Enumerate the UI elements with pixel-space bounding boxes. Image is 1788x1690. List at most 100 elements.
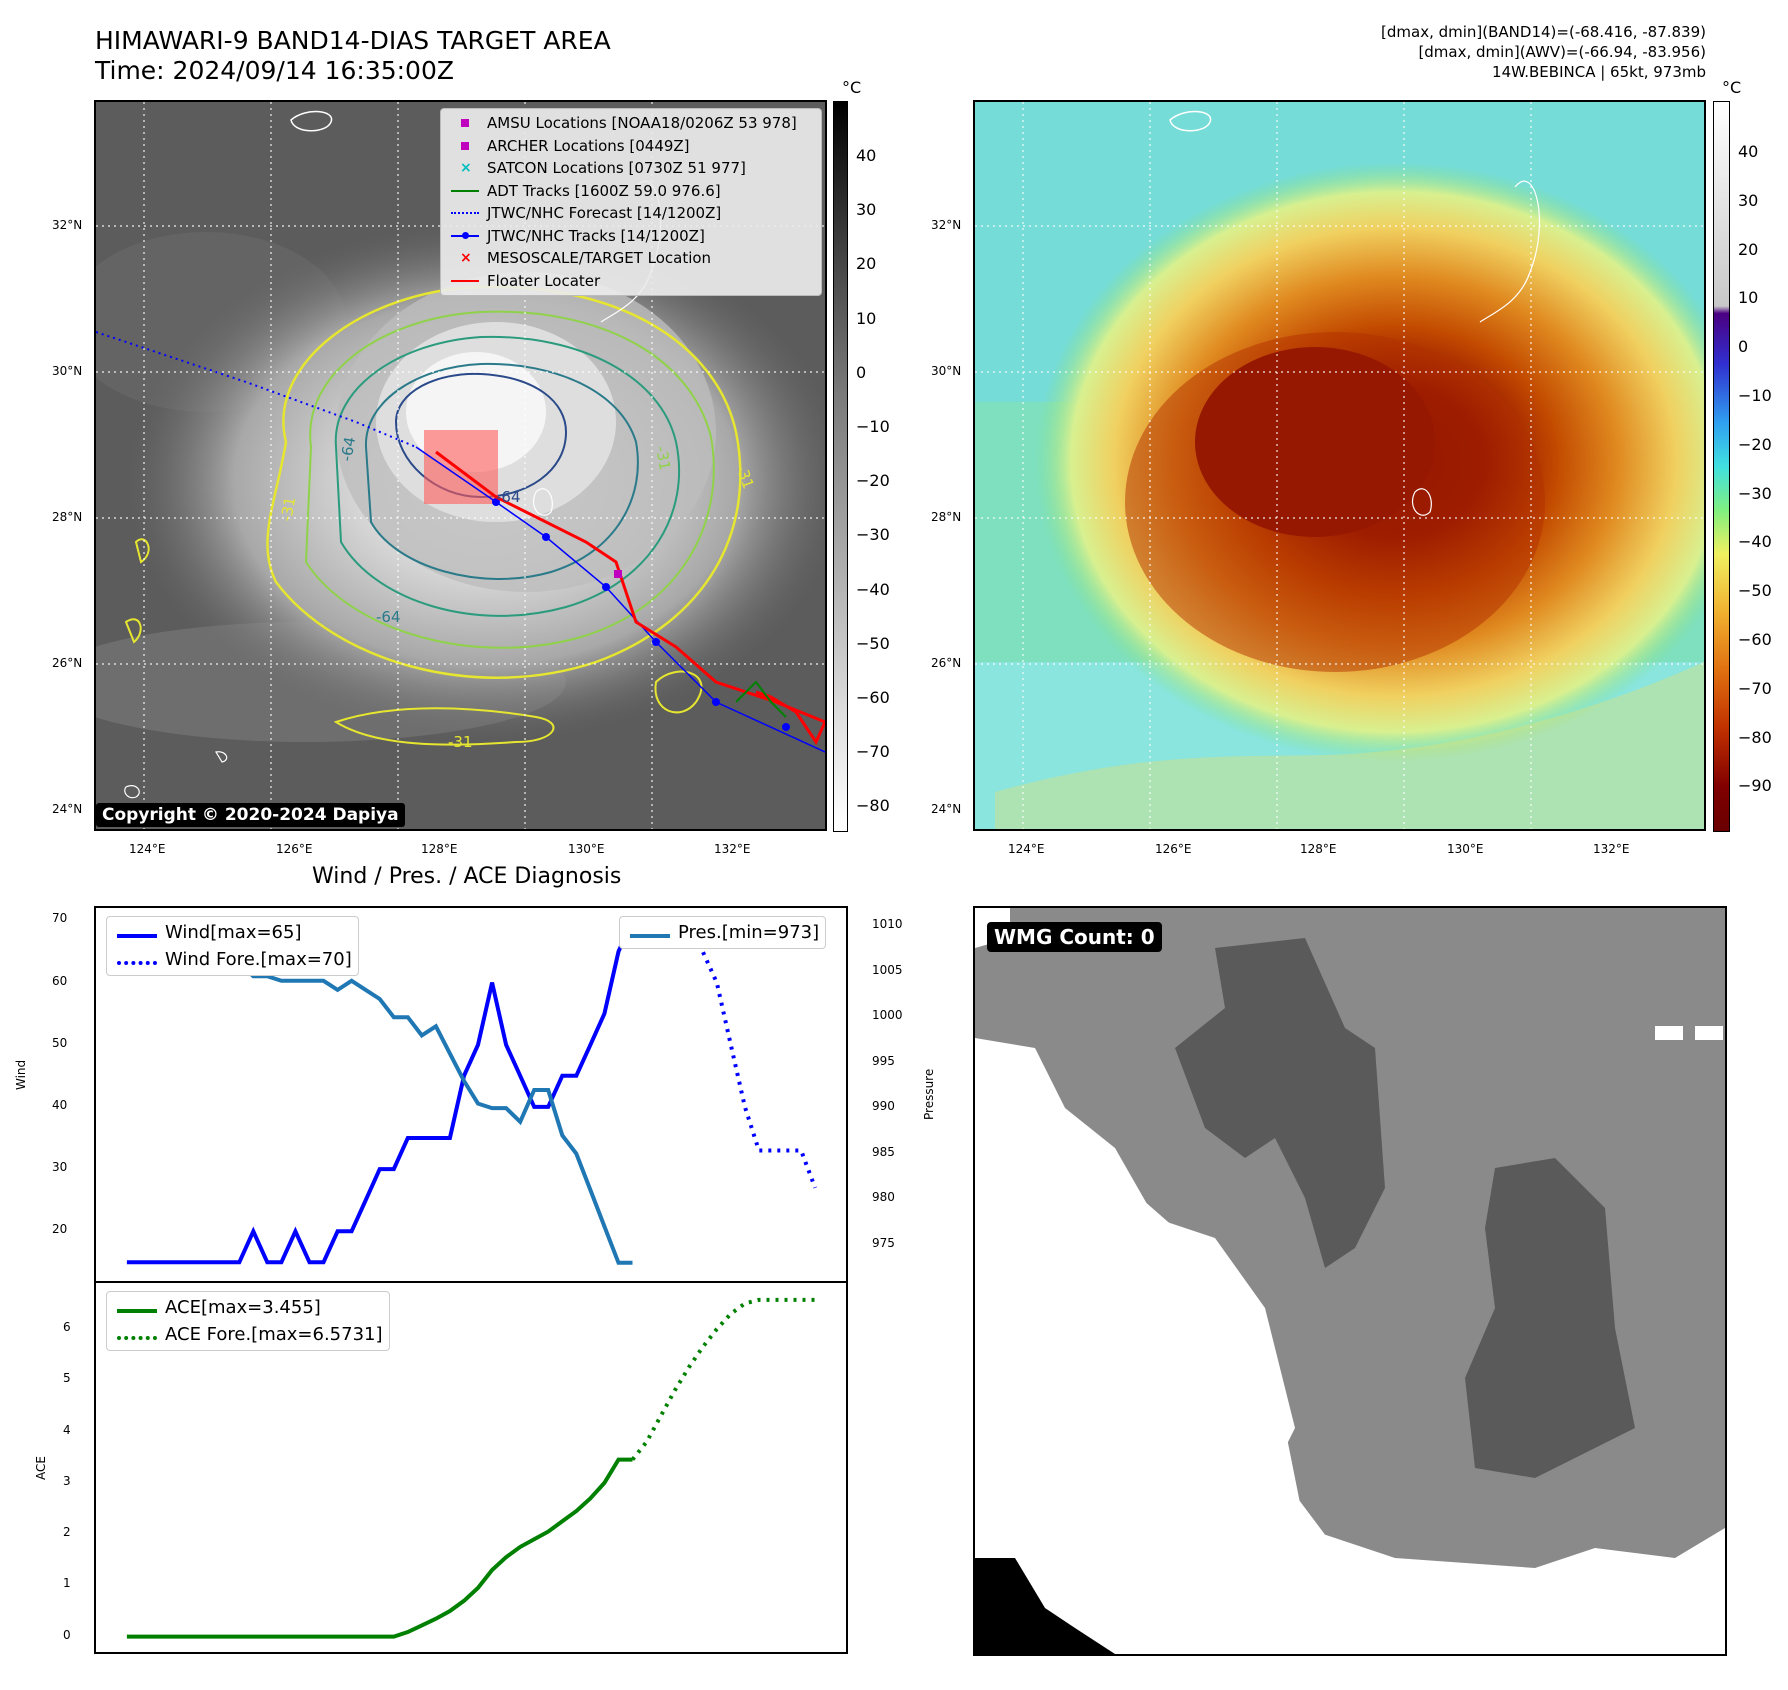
wind-tick-label: 70 <box>52 911 68 926</box>
line-icon <box>630 933 670 938</box>
colorbar-tick-label: −40 <box>1738 532 1772 552</box>
pressure-axis-label: Pressure <box>922 1068 936 1120</box>
legend-item: Wind[max=65] <box>113 919 352 946</box>
wind-pres-panel: Wind[max=65] Wind Fore.[max=70] Pres.[mi… <box>94 906 848 1283</box>
wind-axis-label: Wind <box>14 1059 28 1090</box>
colorbar-tick-label: −70 <box>1738 678 1772 698</box>
ace-panel: ACE[max=3.455] ACE Fore.[max=6.5731] <box>94 1281 848 1654</box>
amsu-marker <box>614 570 622 578</box>
series-line-2 <box>125 924 633 1265</box>
line-icon <box>451 189 479 192</box>
colorbar-tick-label: −30 <box>856 525 890 545</box>
wind-tick-label: 40 <box>52 1097 68 1112</box>
ace-tick-label: 4 <box>63 1422 71 1437</box>
ir-map-panel: -64 -31 -31 -64 -31 -31 -64 Copyright © … <box>94 100 827 831</box>
lon-tick: 126°E <box>1155 842 1192 856</box>
colorbar-unit: °C <box>842 78 862 97</box>
series-line-1 <box>660 918 817 1189</box>
contour-label: -31 <box>277 495 299 522</box>
ace-tick-label: 5 <box>63 1371 71 1386</box>
ace-tick-label: 0 <box>63 1627 71 1642</box>
contour-label: -64 <box>496 488 521 506</box>
ace-tick-label: 6 <box>63 1320 71 1335</box>
pressure-legend: Pres.[min=973] <box>619 916 827 949</box>
awv-map-panel <box>973 100 1706 831</box>
ace-tick-label: 3 <box>63 1473 71 1488</box>
colorbar-awv <box>1713 101 1730 832</box>
time-subtitle: Time: 2024/09/14 16:35:00Z <box>95 56 454 85</box>
colorbar-unit: °C <box>1722 78 1742 97</box>
x-marker-icon: × <box>460 160 472 177</box>
colorbar-tick-label: −80 <box>856 796 890 816</box>
mesoscale-target-box <box>424 430 498 504</box>
awv-range-label: [dmax, dmin](AWV)=(-66.94, -83.956) <box>1418 43 1706 61</box>
colorbar-tick-label: 0 <box>1738 337 1749 357</box>
lat-tick: 24°N <box>52 802 83 816</box>
lat-tick: 32°N <box>52 218 83 232</box>
colorbar-tick-label: −70 <box>856 742 890 762</box>
series-line-1 <box>630 1297 816 1461</box>
pressure-tick-label: 990 <box>872 1099 895 1114</box>
line-icon <box>117 1308 157 1313</box>
adt-track <box>735 680 787 718</box>
lon-tick: 124°E <box>1008 842 1045 856</box>
pressure-tick-label: 995 <box>872 1053 895 1068</box>
legend-item: Wind Fore.[max=70] <box>113 946 352 973</box>
line-icon <box>117 933 157 938</box>
legend-item: ACE[max=3.455] <box>113 1294 383 1321</box>
diagnosis-title: Wind / Pres. / ACE Diagnosis <box>312 864 622 889</box>
square-marker-icon <box>461 119 469 128</box>
lon-tick: 130°E <box>568 842 605 856</box>
colorbar-tick-label: −20 <box>1738 434 1772 454</box>
wmg-panel: WMG Count: 0 <box>973 906 1727 1656</box>
legend-item: Floater Locater <box>447 270 815 293</box>
colorbar-tick-label: −40 <box>856 579 890 599</box>
storm-info-label: 14W.BEBINCA | 65kt, 973mb <box>1492 63 1706 81</box>
lon-tick: 128°E <box>1300 842 1337 856</box>
colorbar-tick-label: 30 <box>1738 190 1759 210</box>
ace-plot <box>126 1297 816 1639</box>
dotted-line-icon <box>117 1335 157 1340</box>
legend-item: × SATCON Locations [0730Z 51 977] <box>447 157 815 180</box>
colorbar-tick-label: −20 <box>856 471 890 491</box>
colorbar-tick-label: 10 <box>856 308 877 328</box>
line-icon <box>451 279 479 282</box>
lat-tick: 30°N <box>52 364 83 378</box>
contour-label: -31 <box>448 733 473 751</box>
legend-item: × MESOSCALE/TARGET Location <box>447 247 815 270</box>
colorbar-tick-label: 40 <box>856 146 877 165</box>
legend-item: JTWC/NHC Tracks [14/1200Z] <box>447 225 815 248</box>
legend-item: AMSU Locations [NOAA18/0206Z 53 978] <box>447 112 815 135</box>
colorbar-tick-label: −10 <box>1738 386 1772 405</box>
dotted-line-icon <box>451 212 479 215</box>
pressure-tick-label: 975 <box>872 1235 895 1250</box>
colorbar-tick-label: −80 <box>1738 727 1772 747</box>
colorbar-tick-label: −50 <box>1738 581 1772 601</box>
lon-tick: 124°E <box>129 842 166 856</box>
pressure-tick-label: 1010 <box>872 917 903 932</box>
legend-item: ARCHER Locations [0449Z] <box>447 135 815 158</box>
jtwc-forecast-track <box>96 331 417 448</box>
lat-tick: 30°N <box>931 364 962 378</box>
lon-tick: 126°E <box>276 842 313 856</box>
colorbar-tick-label: −30 <box>1738 483 1772 503</box>
colorbar-tick-label: 10 <box>1738 288 1759 308</box>
legend-item: Pres.[min=973] <box>626 919 819 946</box>
colorbar-tick-label: −60 <box>856 688 890 707</box>
series-line-0 <box>126 1457 633 1639</box>
wind-tick-label: 60 <box>52 973 68 988</box>
legend-item: ADT Tracks [1600Z 59.0 976.6] <box>447 180 815 203</box>
ace-axis-label: ACE <box>34 1456 48 1480</box>
colorbar-tick-label: −60 <box>1738 630 1772 649</box>
colorbar-tick-label: 30 <box>856 200 877 220</box>
lat-tick: 24°N <box>931 802 962 816</box>
copyright-badge: Copyright © 2020-2024 Dapiya <box>96 803 405 827</box>
wind-legend: Wind[max=65] Wind Fore.[max=70] <box>106 916 359 976</box>
series-line-0 <box>126 918 661 1265</box>
colorbar-tick-label: 20 <box>856 254 877 274</box>
lat-tick: 28°N <box>931 510 962 524</box>
band14-range-label: [dmax, dmin](BAND14)=(-68.416, -87.839) <box>1381 23 1706 41</box>
legend-item: ACE Fore.[max=6.5731] <box>113 1321 383 1348</box>
wmg-count-badge: WMG Count: 0 <box>987 922 1162 952</box>
chart-title: HIMAWARI-9 BAND14-DIAS TARGET AREA <box>95 26 611 55</box>
